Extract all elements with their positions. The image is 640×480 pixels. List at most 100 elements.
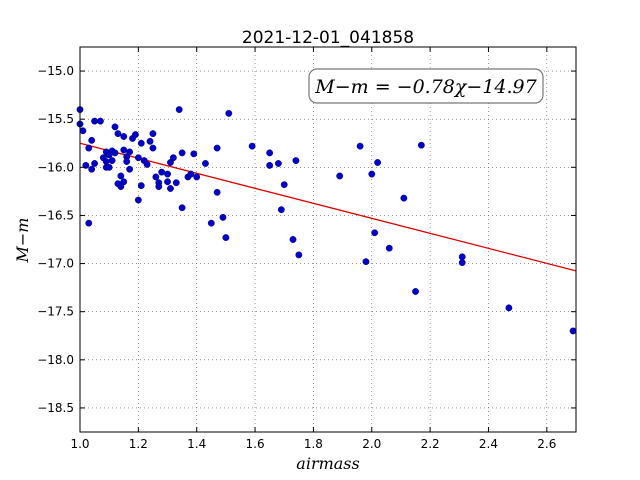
data-point xyxy=(91,160,98,167)
x-tick-label: 2.0 xyxy=(362,437,381,451)
data-point xyxy=(79,127,87,135)
data-point xyxy=(111,149,119,157)
data-point xyxy=(143,161,151,168)
x-tick-label: 1.0 xyxy=(70,437,89,451)
y-tick-label: −18.5 xyxy=(37,401,74,415)
y-tick-label: −17.0 xyxy=(37,257,74,271)
x-tick-label: 1.8 xyxy=(304,437,323,451)
data-point xyxy=(146,137,154,145)
x-tick-label: 2.2 xyxy=(421,437,440,451)
x-tick-label: 1.2 xyxy=(129,437,148,451)
data-point xyxy=(458,253,466,261)
annotation-box xyxy=(308,68,544,104)
data-point xyxy=(88,136,96,144)
data-point xyxy=(152,173,160,181)
data-point xyxy=(417,141,425,149)
data-point xyxy=(292,157,300,164)
y-tick-label: −17.5 xyxy=(37,305,74,319)
data-point xyxy=(213,188,221,196)
data-point xyxy=(207,219,215,227)
data-point xyxy=(88,165,96,173)
data-point xyxy=(114,130,122,138)
data-point xyxy=(123,158,131,165)
data-point xyxy=(219,213,227,221)
x-tick-label: 2.6 xyxy=(537,437,556,451)
data-point xyxy=(134,154,142,162)
data-point xyxy=(202,160,209,167)
data-point xyxy=(187,170,195,178)
data-points xyxy=(76,106,577,335)
y-tick-label: −15.0 xyxy=(37,64,74,78)
data-point xyxy=(266,149,274,157)
data-point xyxy=(126,165,134,173)
data-point xyxy=(193,173,201,181)
data-point xyxy=(280,181,288,189)
x-tick-label: 2.4 xyxy=(479,437,498,451)
fit-line xyxy=(79,142,577,272)
y-tick-label: −18.0 xyxy=(37,353,74,367)
data-point xyxy=(155,183,163,190)
data-point xyxy=(505,304,513,312)
data-point xyxy=(412,288,419,295)
data-point xyxy=(134,196,142,204)
x-axis-label: airmass xyxy=(296,454,359,473)
data-point xyxy=(336,172,344,180)
data-point xyxy=(108,157,116,164)
data-point xyxy=(172,179,180,187)
data-point xyxy=(137,182,145,190)
data-point xyxy=(97,117,104,125)
data-point xyxy=(117,172,125,180)
data-point xyxy=(111,123,119,131)
data-point xyxy=(222,234,230,241)
fit-equation: M−m = −0.78χ−14.97 xyxy=(314,76,537,98)
data-point xyxy=(569,327,577,335)
data-point xyxy=(169,154,177,162)
data-point xyxy=(277,206,285,214)
data-point xyxy=(371,229,379,237)
data-point xyxy=(91,117,98,125)
chart-title: 2021-12-01_041858 xyxy=(242,28,414,48)
fit-annotation: M−m = −0.78χ−14.97 xyxy=(308,68,544,104)
data-point xyxy=(356,142,364,150)
data-point xyxy=(248,142,256,150)
data-point xyxy=(149,130,157,138)
data-point xyxy=(178,204,186,212)
data-point xyxy=(362,258,370,266)
data-point xyxy=(120,146,128,154)
data-point xyxy=(175,106,183,113)
data-point xyxy=(167,185,174,192)
data-point xyxy=(85,219,93,227)
y-axis-ticks: −15.0 −15.5 −16.0 −16.5 −17.0 −17.5 −18.0 −18.5 xyxy=(37,64,576,415)
x-tick-label: 1.6 xyxy=(246,437,265,451)
data-point xyxy=(266,161,274,169)
data-point xyxy=(137,139,145,147)
data-point xyxy=(385,244,393,252)
data-point xyxy=(164,178,171,186)
data-point xyxy=(458,259,466,266)
x-tick-label: 1.4 xyxy=(187,437,206,451)
data-point xyxy=(120,133,128,140)
y-tick-label: −15.5 xyxy=(37,112,74,126)
data-point xyxy=(102,158,110,165)
fit-line-group xyxy=(79,142,577,272)
data-point xyxy=(274,160,282,167)
data-point xyxy=(225,110,233,117)
data-point xyxy=(126,148,134,156)
data-point xyxy=(400,194,408,202)
y-tick-label: −16.5 xyxy=(37,208,74,222)
data-point xyxy=(164,170,171,178)
data-point xyxy=(105,163,113,171)
data-point xyxy=(289,236,297,243)
data-point xyxy=(374,159,381,166)
x-axis-ticks: 1.0 1.2 1.4 1.6 1.8 2.0 2.2 2.4 2.6 xyxy=(70,47,556,451)
data-point xyxy=(213,144,221,152)
data-point xyxy=(368,170,376,178)
y-tick-label: −16.0 xyxy=(37,160,74,174)
data-point xyxy=(190,150,198,158)
data-point xyxy=(178,149,186,157)
plot-frame xyxy=(79,46,577,433)
data-point xyxy=(132,131,139,138)
data-point xyxy=(120,178,128,186)
data-point xyxy=(295,251,303,259)
